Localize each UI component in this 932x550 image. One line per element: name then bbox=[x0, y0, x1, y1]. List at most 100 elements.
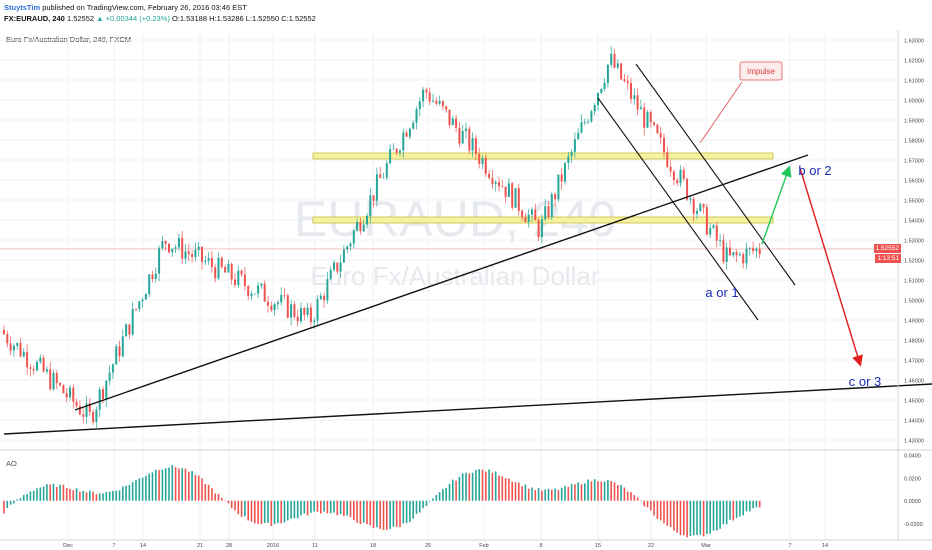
impulse-pointer bbox=[699, 81, 743, 144]
ao-bar bbox=[29, 491, 32, 501]
ao-bar bbox=[300, 500, 302, 516]
ao-bar bbox=[115, 490, 117, 501]
candle-body bbox=[702, 204, 705, 208]
ao-bar bbox=[392, 500, 395, 527]
ao-tick-label: 0.0200 bbox=[904, 476, 921, 482]
candle-body bbox=[92, 411, 95, 423]
ao-bar bbox=[98, 493, 101, 501]
ao-bar bbox=[174, 467, 177, 501]
candle-body bbox=[600, 88, 603, 93]
ao-bar bbox=[541, 490, 543, 501]
ao-bar bbox=[145, 475, 147, 501]
ao-bar bbox=[95, 494, 98, 501]
candle-body bbox=[507, 183, 510, 197]
candle-body bbox=[567, 156, 570, 164]
ao-bar bbox=[62, 484, 65, 501]
candle-body bbox=[300, 308, 302, 322]
ao-bar bbox=[551, 489, 553, 501]
ao-bar bbox=[607, 479, 609, 501]
ao-bar bbox=[92, 491, 94, 501]
ao-bar bbox=[574, 484, 576, 501]
candle-body bbox=[164, 240, 167, 244]
time-tick-label: 28 bbox=[226, 543, 232, 549]
candle-body bbox=[742, 254, 745, 264]
candle-body bbox=[587, 121, 590, 123]
candle-body bbox=[616, 63, 619, 68]
ao-bar bbox=[131, 482, 134, 501]
ao-bar bbox=[39, 487, 42, 501]
candle-body bbox=[468, 128, 471, 151]
ao-bar bbox=[178, 468, 180, 501]
candle-body bbox=[603, 82, 606, 89]
impulse-callout-box bbox=[739, 61, 783, 81]
candle-body bbox=[121, 336, 124, 357]
ao-bar bbox=[696, 500, 698, 535]
candle-body bbox=[672, 171, 675, 181]
price-tick-label: 1.57000 bbox=[904, 159, 924, 165]
ao-bar bbox=[531, 487, 533, 501]
candle-body bbox=[415, 109, 418, 123]
candle-body bbox=[732, 252, 735, 256]
candle-body bbox=[125, 324, 128, 337]
ao-bar bbox=[72, 490, 75, 501]
ao-bar bbox=[716, 500, 718, 531]
candle-body bbox=[745, 248, 748, 264]
ao-bar bbox=[135, 479, 137, 501]
ao-bar bbox=[544, 489, 546, 501]
candle-body bbox=[445, 106, 448, 110]
candle-body bbox=[29, 367, 32, 369]
ao-bar bbox=[343, 500, 345, 517]
candle-body bbox=[597, 92, 599, 106]
ao-bar bbox=[749, 500, 751, 512]
candle-body bbox=[432, 100, 434, 102]
candle-body bbox=[6, 334, 9, 344]
ao-bar bbox=[488, 469, 490, 501]
price-tick-label: 1.62000 bbox=[904, 59, 924, 65]
candle-body bbox=[689, 198, 692, 200]
candle-body bbox=[402, 132, 405, 151]
ao-bar bbox=[405, 500, 408, 523]
candle-body bbox=[369, 195, 372, 216]
ao-bar bbox=[650, 500, 652, 511]
candle-body bbox=[451, 118, 454, 126]
candle-body bbox=[643, 107, 646, 128]
time-tick-label: 21 bbox=[197, 543, 203, 549]
candle-body bbox=[158, 248, 161, 274]
ao-bar bbox=[181, 468, 183, 501]
ao-bar bbox=[36, 488, 38, 501]
ao-bar bbox=[306, 500, 309, 516]
ao-bar bbox=[227, 500, 230, 504]
candle-body bbox=[224, 267, 227, 273]
candle-body bbox=[392, 148, 395, 150]
ao-bar bbox=[359, 500, 362, 525]
candle-body bbox=[257, 285, 260, 294]
candle-body bbox=[428, 92, 431, 102]
ao-bar bbox=[280, 500, 282, 524]
ao-bar bbox=[742, 500, 744, 516]
candle-body bbox=[333, 262, 335, 270]
candle-body bbox=[95, 409, 98, 423]
ao-bar bbox=[485, 471, 487, 501]
candle-body bbox=[204, 260, 207, 262]
ao-bar bbox=[237, 500, 240, 515]
wave-b-label: b or 2 bbox=[798, 163, 831, 178]
candle-body bbox=[309, 307, 312, 323]
ao-bar bbox=[567, 486, 570, 501]
candle-body bbox=[323, 295, 326, 301]
candle-body bbox=[184, 251, 187, 259]
candle-body bbox=[75, 401, 78, 407]
ao-bar bbox=[752, 500, 754, 509]
candle-body bbox=[465, 128, 467, 132]
ao-bar bbox=[112, 491, 114, 501]
candle-body bbox=[534, 209, 537, 221]
price-tick-label: 1.44000 bbox=[904, 419, 924, 425]
long-trendline bbox=[3, 383, 932, 435]
candle-body bbox=[108, 372, 111, 381]
author-link[interactable]: StuytsTim bbox=[4, 3, 41, 12]
ao-bar bbox=[9, 500, 12, 505]
candle-body bbox=[260, 283, 263, 286]
ao-bar bbox=[755, 500, 758, 508]
watermark-name: Euro Fx/Australian Dollar bbox=[311, 261, 600, 291]
ao-bar bbox=[362, 500, 365, 523]
